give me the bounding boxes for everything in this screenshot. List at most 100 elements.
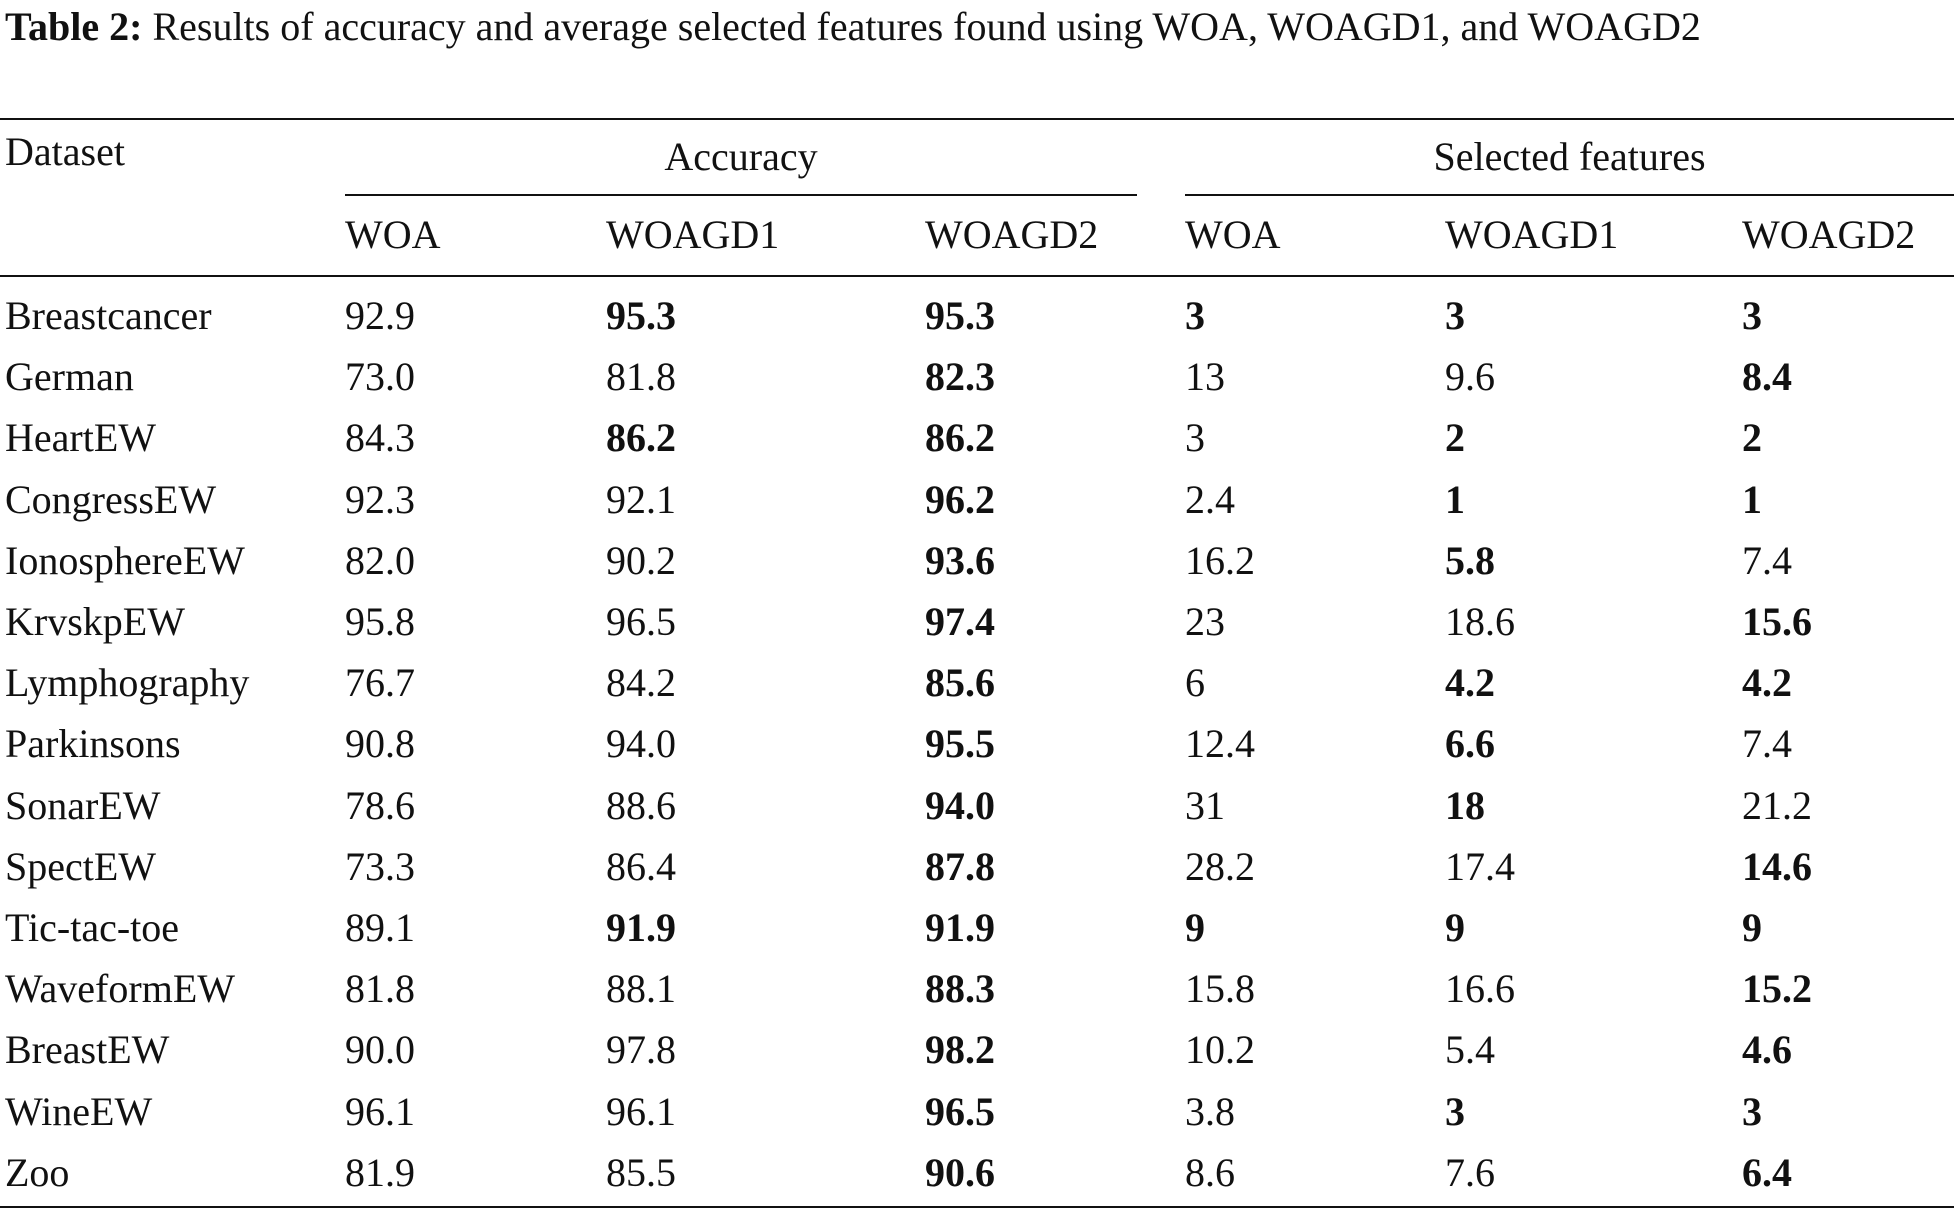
woa-accuracy-cell: 78.6: [345, 783, 415, 828]
dataset-name-cell: Parkinsons: [5, 721, 181, 766]
woa-accuracy-cell: 96.1: [345, 1089, 415, 1134]
bottom-rule: [0, 1206, 1954, 1208]
woa-features-cell: 28.2: [1185, 844, 1255, 889]
woa-accuracy-cell: 90.8: [345, 721, 415, 766]
woagd2-features-cell: 9: [1742, 905, 1762, 950]
woa-accuracy-cell: 92.3: [345, 477, 415, 522]
woagd1-accuracy-cell: 95.3: [606, 293, 676, 338]
woagd1-features-cell: 2: [1445, 415, 1465, 460]
woagd2-features-cell: 15.6: [1742, 599, 1812, 644]
woagd1-features-cell: 3: [1445, 1089, 1465, 1134]
header-accuracy-woagd2: WOAGD2: [925, 212, 1099, 257]
woagd2-accuracy-cell: 86.2: [925, 415, 995, 460]
woagd1-features-cell: 1: [1445, 477, 1465, 522]
woa-features-cell: 16.2: [1185, 538, 1255, 583]
woa-accuracy-cell: 90.0: [345, 1027, 415, 1072]
dataset-name-cell: Zoo: [5, 1150, 70, 1195]
dataset-name-cell: Tic-tac-toe: [5, 905, 180, 950]
woa-accuracy-cell: 95.8: [345, 599, 415, 644]
woagd2-accuracy-cell: 93.6: [925, 538, 995, 583]
dataset-name-cell: SpectEW: [5, 844, 157, 889]
woagd2-features-cell: 3: [1742, 1089, 1762, 1134]
header-rule: [0, 275, 1954, 277]
woa-accuracy-cell: 89.1: [345, 905, 415, 950]
dataset-name-cell: German: [5, 354, 134, 399]
dataset-name-cell: SonarEW: [5, 783, 161, 828]
woagd1-features-cell: 5.4: [1445, 1027, 1495, 1072]
dataset-name-cell: WineEW: [5, 1089, 153, 1134]
woagd2-features-cell: 4.6: [1742, 1027, 1792, 1072]
woagd2-accuracy-cell: 96.5: [925, 1089, 995, 1134]
woa-features-cell: 8.6: [1185, 1150, 1235, 1195]
woagd1-accuracy-cell: 85.5: [606, 1150, 676, 1195]
woagd1-accuracy-cell: 81.8: [606, 354, 676, 399]
woagd2-accuracy-cell: 88.3: [925, 966, 995, 1011]
woagd2-accuracy-cell: 97.4: [925, 599, 995, 644]
woa-accuracy-cell: 92.9: [345, 293, 415, 338]
caption-text: Results of accuracy and average selected…: [142, 4, 1701, 49]
dataset-name-cell: BreastEW: [5, 1027, 170, 1072]
woagd1-features-cell: 3: [1445, 293, 1465, 338]
woa-accuracy-cell: 73.3: [345, 844, 415, 889]
woagd2-accuracy-cell: 96.2: [925, 477, 995, 522]
woa-features-cell: 2.4: [1185, 477, 1235, 522]
woagd2-features-cell: 6.4: [1742, 1150, 1792, 1195]
woagd2-accuracy-cell: 95.5: [925, 721, 995, 766]
header-features-woagd2: WOAGD2: [1742, 212, 1916, 257]
header-features-woagd1: WOAGD1: [1445, 212, 1619, 257]
woa-accuracy-cell: 73.0: [345, 354, 415, 399]
selected-features-group-rule: [1185, 194, 1954, 196]
woagd2-accuracy-cell: 87.8: [925, 844, 995, 889]
dataset-name-cell: WaveformEW: [5, 966, 235, 1011]
woa-features-cell: 31: [1185, 783, 1225, 828]
woa-accuracy-cell: 84.3: [345, 415, 415, 460]
dataset-name-cell: CongressEW: [5, 477, 217, 522]
accuracy-group-rule: [345, 194, 1137, 196]
woagd1-features-cell: 18: [1445, 783, 1485, 828]
woagd1-features-cell: 5.8: [1445, 538, 1495, 583]
woagd2-accuracy-cell: 95.3: [925, 293, 995, 338]
woagd2-accuracy-cell: 94.0: [925, 783, 995, 828]
woa-features-cell: 6: [1185, 660, 1205, 705]
woagd2-accuracy-cell: 98.2: [925, 1027, 995, 1072]
woagd1-accuracy-cell: 86.2: [606, 415, 676, 460]
woagd1-accuracy-cell: 97.8: [606, 1027, 676, 1072]
woagd1-accuracy-cell: 92.1: [606, 477, 676, 522]
woa-features-cell: 23: [1185, 599, 1225, 644]
woagd1-features-cell: 9.6: [1445, 354, 1495, 399]
woagd2-features-cell: 15.2: [1742, 966, 1812, 1011]
header-features-woa: WOA: [1185, 212, 1281, 257]
header-accuracy-woa: WOA: [345, 212, 441, 257]
woagd1-accuracy-cell: 94.0: [606, 721, 676, 766]
woagd2-features-cell: 14.6: [1742, 844, 1812, 889]
woagd1-accuracy-cell: 91.9: [606, 905, 676, 950]
dataset-name-cell: KrvskpEW: [5, 599, 185, 644]
woa-accuracy-cell: 81.9: [345, 1150, 415, 1195]
woagd2-accuracy-cell: 91.9: [925, 905, 995, 950]
woagd2-features-cell: 7.4: [1742, 538, 1792, 583]
woagd2-accuracy-cell: 82.3: [925, 354, 995, 399]
woagd2-accuracy-cell: 85.6: [925, 660, 995, 705]
header-accuracy: Accuracy: [664, 134, 818, 179]
woagd2-features-cell: 7.4: [1742, 721, 1792, 766]
woa-accuracy-cell: 82.0: [345, 538, 415, 583]
woa-accuracy-cell: 81.8: [345, 966, 415, 1011]
woagd1-accuracy-cell: 90.2: [606, 538, 676, 583]
woagd1-features-cell: 18.6: [1445, 599, 1515, 644]
header-accuracy-woagd1: WOAGD1: [606, 212, 780, 257]
woagd2-features-cell: 4.2: [1742, 660, 1792, 705]
woa-features-cell: 13: [1185, 354, 1225, 399]
woagd1-features-cell: 16.6: [1445, 966, 1515, 1011]
table-caption: Table 2: Results of accuracy and average…: [5, 0, 1947, 53]
woa-accuracy-cell: 76.7: [345, 660, 415, 705]
woagd1-accuracy-cell: 86.4: [606, 844, 676, 889]
woa-features-cell: 10.2: [1185, 1027, 1255, 1072]
woagd2-features-cell: 2: [1742, 415, 1762, 460]
woagd1-features-cell: 9: [1445, 905, 1465, 950]
woa-features-cell: 12.4: [1185, 721, 1255, 766]
woagd1-features-cell: 17.4: [1445, 844, 1515, 889]
dataset-name-cell: Lymphography: [5, 660, 250, 705]
woa-features-cell: 15.8: [1185, 966, 1255, 1011]
dataset-name-cell: Breastcancer: [5, 293, 212, 338]
woa-features-cell: 3: [1185, 293, 1205, 338]
